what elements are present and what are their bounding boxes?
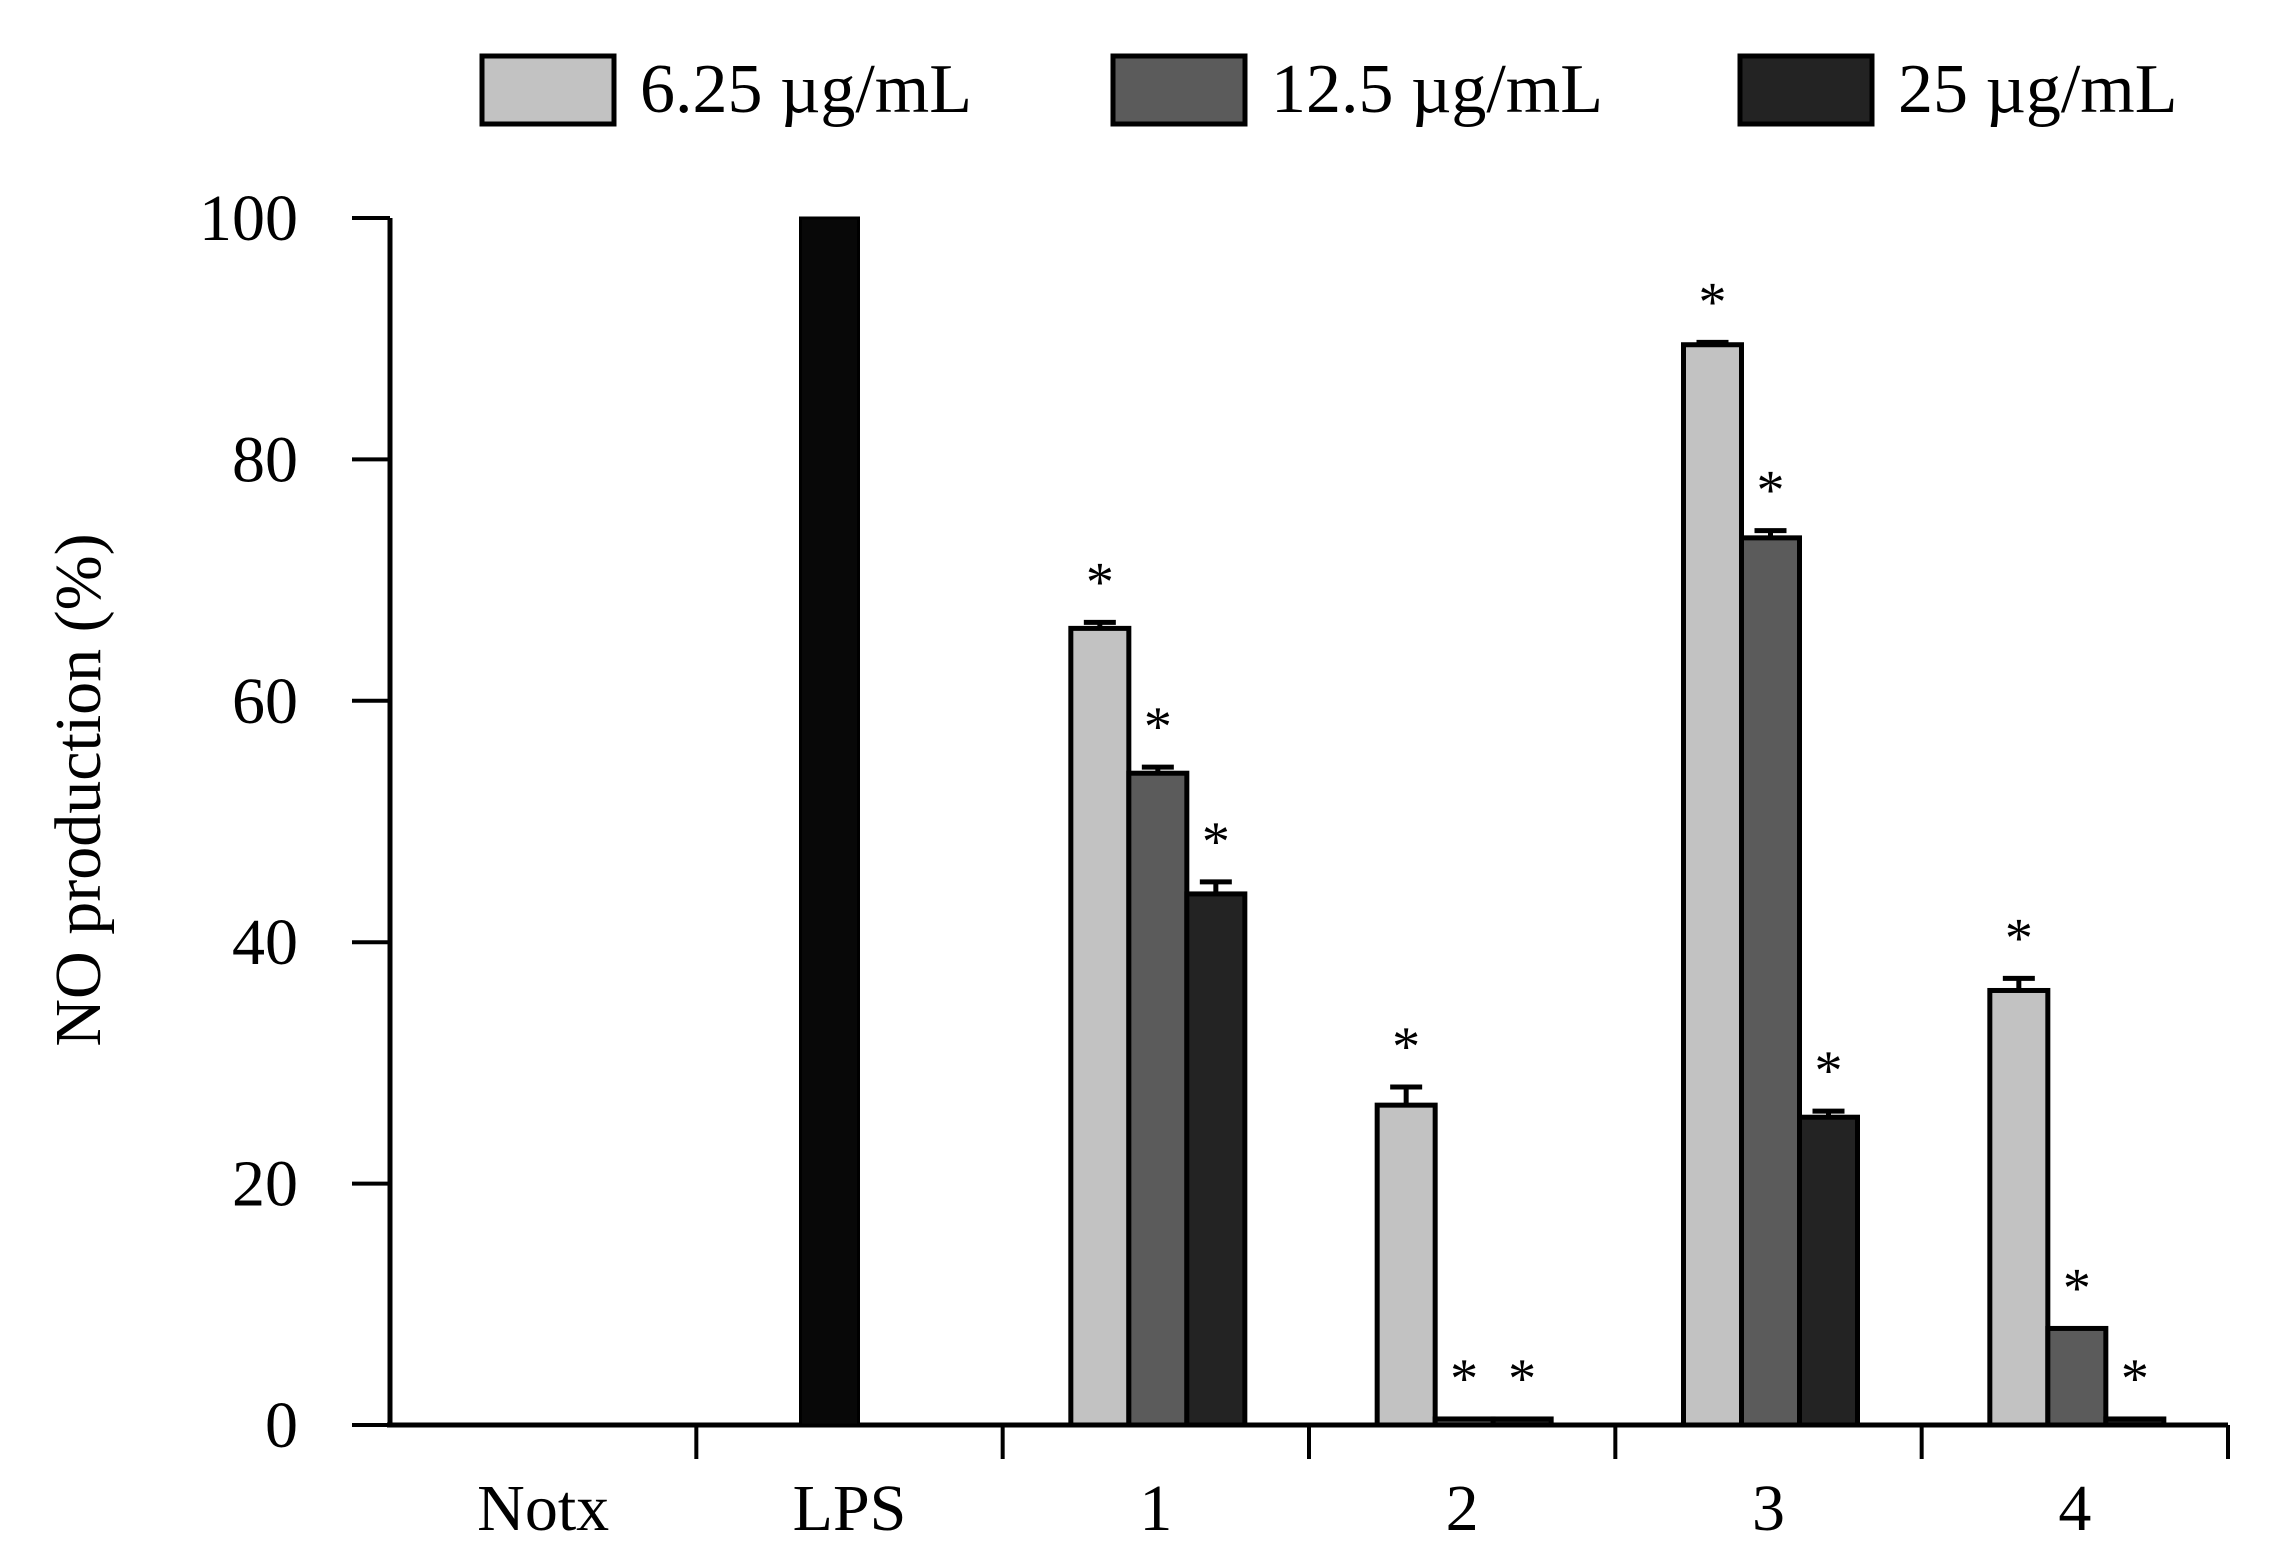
x-tick-label: LPS [793, 1472, 907, 1545]
bar-3-series-3 [1797, 1114, 1860, 1428]
bar-2-series-2 [1432, 1416, 1496, 1428]
bar-lps [799, 216, 860, 1427]
significance-marker: * [1086, 551, 1114, 613]
bar-1-series-2 [1126, 770, 1190, 1428]
y-tick-label: 60 [232, 665, 298, 738]
significance-marker: * [1392, 1016, 1420, 1078]
bars: * * * * * * * * * * * * [799, 216, 2167, 1428]
legend-swatch-3 [1737, 53, 1875, 127]
bar-1-series-1 [1068, 625, 1132, 1428]
significance-marker: * [1757, 460, 1785, 522]
y-axis-label: NO production (%) [42, 533, 115, 1046]
significance-marker: * [2121, 1348, 2149, 1410]
significance-marker: * [1699, 271, 1727, 333]
x-tick-label: 2 [1446, 1472, 1479, 1545]
x-tick-label: 3 [1752, 1472, 1785, 1545]
significance-marker: * [1450, 1348, 1478, 1410]
bar-2-series-3 [1490, 1416, 1554, 1428]
significance-marker: * [1815, 1040, 1843, 1102]
y-tick-label: 100 [199, 182, 298, 255]
bar-3-series-1 [1681, 342, 1744, 1428]
axes: 0 20 40 60 80 100 Notx LPS 1 2 3 4 [199, 182, 2230, 1545]
legend-label-2: 12.5 µg/mL [1271, 51, 1603, 128]
legend-swatch-1 [479, 53, 617, 127]
x-tick-label: 1 [1139, 1472, 1172, 1545]
significance-marker: * [2005, 907, 2033, 969]
bar-4-series-2 [2045, 1325, 2109, 1428]
x-tick-label: Notx [477, 1472, 609, 1545]
bar-4-series-1 [1987, 987, 2051, 1428]
legend-label-1: 6.25 µg/mL [640, 51, 972, 128]
significance-marker: * [1508, 1348, 1536, 1410]
bar-4-series-3 [2103, 1416, 2167, 1428]
legend: 6.25 µg/mL 12.5 µg/mL 25 µg/mL [479, 51, 2178, 128]
y-tick-label: 0 [265, 1389, 298, 1462]
significance-marker: * [1144, 696, 1172, 758]
significance-marker: * [2063, 1257, 2091, 1319]
legend-swatch-2 [1110, 53, 1248, 127]
bar-2-series-1 [1374, 1102, 1438, 1428]
legend-label-3: 25 µg/mL [1898, 51, 2178, 128]
y-tick-label: 40 [232, 906, 298, 979]
x-tick-label: 4 [2058, 1472, 2091, 1545]
y-tick-label: 80 [232, 423, 298, 496]
bar-1-series-3 [1184, 891, 1248, 1428]
bar-3-series-2 [1739, 535, 1802, 1428]
y-tick-label: 20 [232, 1148, 298, 1221]
significance-marker: * [1202, 811, 1230, 873]
